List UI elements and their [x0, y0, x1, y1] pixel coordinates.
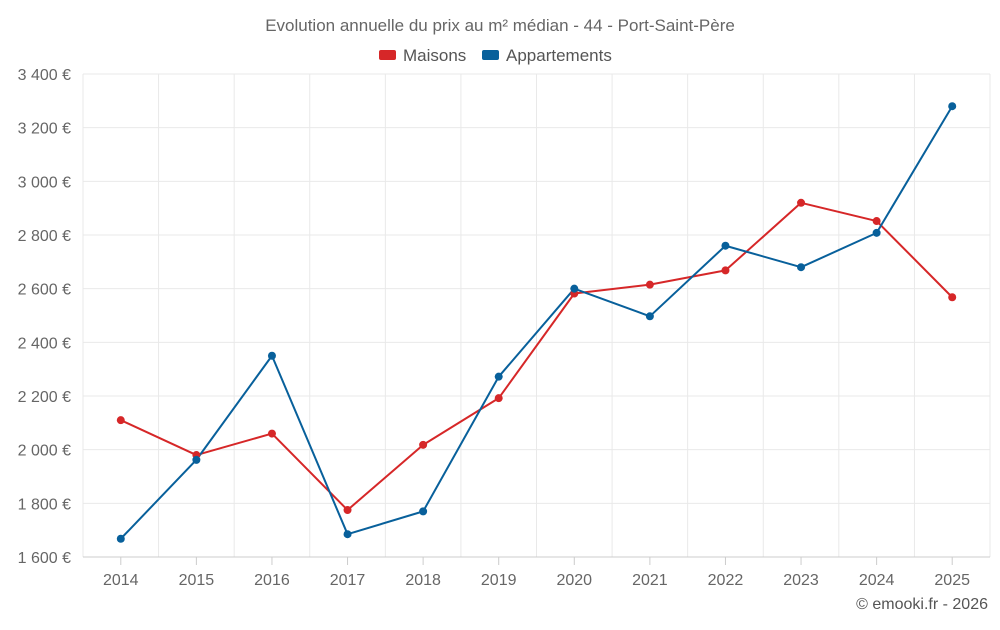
series-line-appartements: [119, 105, 954, 540]
data-point-appartements[interactable]: [192, 455, 201, 464]
y-tick-label: 2 200 €: [18, 389, 71, 406]
data-point-appartements[interactable]: [570, 284, 579, 293]
data-point-appartements[interactable]: [267, 351, 276, 360]
legend-label-maisons: Maisons: [403, 46, 466, 65]
legend-label-appartements: Appartements: [506, 46, 612, 65]
x-tick-label: 2016: [254, 572, 290, 589]
series-lines: [119, 105, 954, 540]
credit-text: © emooki.fr - 2026: [856, 596, 988, 613]
data-point-appartements[interactable]: [419, 507, 428, 516]
data-point-appartements[interactable]: [872, 228, 881, 237]
y-tick-label: 2 000 €: [18, 443, 71, 460]
data-point-appartements[interactable]: [645, 312, 654, 321]
data-point-maisons[interactable]: [116, 416, 125, 425]
data-point-maisons[interactable]: [494, 394, 503, 403]
legend-item-appartements[interactable]: Appartements: [482, 46, 612, 65]
y-tick-label: 3 200 €: [18, 121, 71, 138]
data-point-maisons[interactable]: [721, 266, 730, 275]
y-tick-label: 3 400 €: [18, 67, 71, 84]
x-tick-label: 2025: [934, 572, 970, 589]
data-point-maisons[interactable]: [797, 198, 806, 207]
x-tick-label: 2017: [330, 572, 366, 589]
series-points: [116, 102, 957, 543]
x-tick-label: 2023: [783, 572, 819, 589]
data-point-maisons[interactable]: [872, 217, 881, 226]
y-tick-label: 2 400 €: [18, 335, 71, 352]
data-point-maisons[interactable]: [267, 429, 276, 438]
x-tick-label: 2020: [556, 572, 592, 589]
y-tick-label: 1 600 €: [18, 550, 71, 567]
x-tick-label: 2015: [179, 572, 215, 589]
x-tick-label: 2021: [632, 572, 668, 589]
y-tick-label: 3 000 €: [18, 174, 71, 191]
data-point-appartements[interactable]: [343, 530, 352, 539]
y-tick-label: 2 600 €: [18, 282, 71, 299]
data-point-appartements[interactable]: [797, 263, 806, 272]
x-tick-label: 2024: [859, 572, 895, 589]
data-point-appartements[interactable]: [494, 372, 503, 381]
data-point-appartements[interactable]: [721, 241, 730, 250]
y-axis-tick-labels: 1 600 € 1 800 € 2 000 € 2 200 € 2 400 € 2 600…: [18, 67, 71, 567]
x-gridlines: [82, 74, 991, 557]
data-point-appartements[interactable]: [948, 102, 957, 111]
legend-swatch-appartements: [482, 50, 499, 60]
data-point-appartements[interactable]: [116, 534, 125, 543]
data-point-maisons[interactable]: [948, 293, 957, 302]
legend-item-maisons[interactable]: Maisons: [379, 46, 466, 65]
x-tick-label: 2018: [405, 572, 441, 589]
legend: Maisons Appartements: [379, 46, 612, 65]
data-point-maisons[interactable]: [645, 280, 654, 289]
y-tick-label: 2 800 €: [18, 228, 71, 245]
data-point-maisons[interactable]: [343, 506, 352, 515]
series-line-maisons: [119, 201, 954, 512]
x-tick-label: 2014: [103, 572, 139, 589]
y-tick-label: 1 800 €: [18, 496, 71, 513]
x-axis-tick-labels: 2014 2015 2016 2017 2018 2019 2020 2021 2022 2023…: [103, 557, 970, 589]
x-tick-label: 2019: [481, 572, 517, 589]
chart-title: Evolution annuelle du prix au m² médian …: [265, 16, 735, 35]
legend-swatch-maisons: [379, 50, 396, 60]
data-point-maisons[interactable]: [419, 440, 428, 449]
x-tick-label: 2022: [708, 572, 744, 589]
